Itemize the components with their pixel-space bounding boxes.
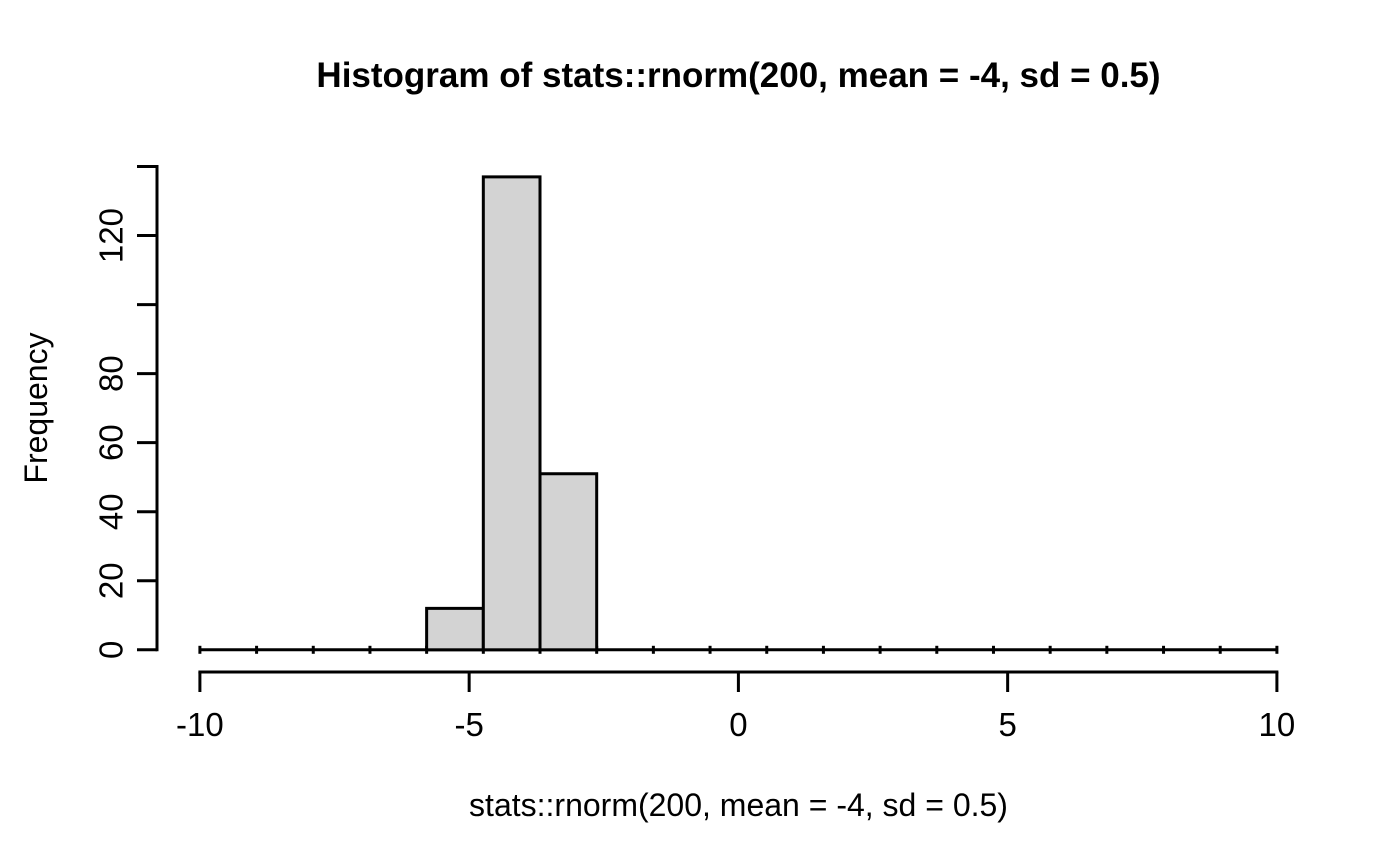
y-tick-label: 0 [93, 641, 130, 659]
histogram-bar [425, 606, 485, 652]
histogram-bar [481, 175, 542, 652]
chart-title: Histogram of stats::rnorm(200, mean = -4… [316, 56, 1161, 95]
y-tick-label: 20 [93, 562, 130, 599]
x-tick-label: 10 [1259, 706, 1296, 743]
x-tick-label: 5 [998, 706, 1016, 743]
y-tick-label: 60 [93, 424, 130, 461]
y-tick-label: 80 [93, 355, 130, 392]
x-tick-label: -10 [176, 706, 224, 743]
y-tick-label: 120 [93, 208, 130, 263]
x-tick-label: 0 [729, 706, 747, 743]
x-tick-label: -5 [454, 706, 483, 743]
x-axis-title: stats::rnorm(200, mean = -4, sd = 0.5) [469, 787, 1008, 823]
histogram-bar [538, 472, 599, 652]
y-tick-label: 40 [93, 493, 130, 530]
